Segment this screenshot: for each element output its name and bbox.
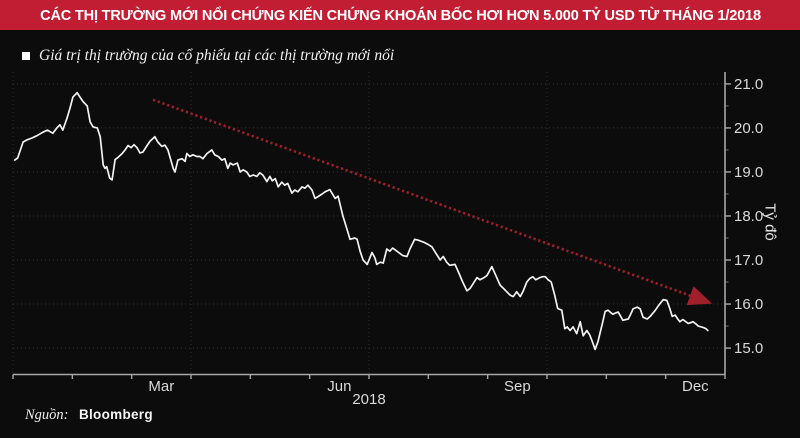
legend-square-icon — [22, 52, 30, 60]
x-tick-label: Mar — [148, 378, 174, 395]
source-label: Nguồn: — [25, 407, 69, 423]
x-tick-label: Sep — [504, 378, 531, 395]
series-line — [13, 91, 709, 351]
y-tick-label: 19.0 — [734, 164, 763, 181]
y-tick-label: 20.0 — [734, 120, 763, 137]
legend-label: Giá trị thị trường của cổ phiếu tại các … — [39, 47, 395, 64]
y-tick-label: 17.0 — [734, 252, 763, 269]
source-row: Nguồn: Bloomberg — [25, 406, 153, 424]
page-title: CÁC THỊ TRƯỜNG MỚI NỔI CHỨNG KIẾN CHỨNG … — [39, 6, 761, 24]
y-tick-label: 18.0 — [734, 208, 763, 225]
legend: Giá trị thị trường của cổ phiếu tại các … — [22, 47, 394, 65]
x-tick-label: Jun — [327, 378, 351, 395]
x-axis-title: 2018 — [352, 391, 386, 408]
y-tick-label: 15.0 — [734, 340, 763, 357]
trend-arrow — [152, 98, 713, 306]
x-tick-label: Dec — [682, 378, 709, 395]
header-bar: CÁC THỊ TRƯỜNG MỚI NỔI CHỨNG KIẾN CHỨNG … — [0, 0, 800, 30]
y-tick-label: 16.0 — [734, 296, 763, 313]
y-tick-label: 21.0 — [734, 76, 763, 93]
y-axis-title: Tỷ đô — [761, 203, 779, 241]
source-value: Bloomberg — [78, 407, 153, 422]
